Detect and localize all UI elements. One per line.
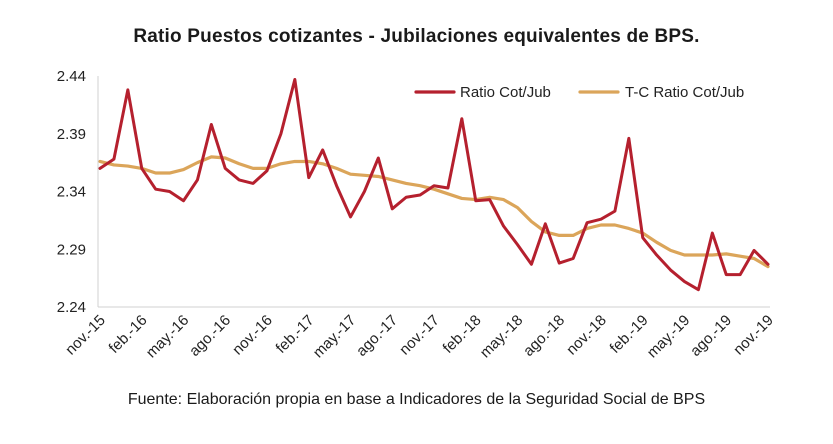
x-tick-label: may.-19 (644, 312, 694, 362)
y-tick-label: 2.44 (57, 68, 86, 85)
x-tick-label: ago.-16 (186, 312, 234, 360)
series-line-ratio-cot-jub (98, 77, 770, 292)
legend-label: T-C Ratio Cot/Jub (625, 84, 744, 101)
x-tick-label: nov.-16 (229, 312, 276, 359)
x-tick-label: ago.-17 (353, 312, 401, 360)
x-tick-label: may.-18 (477, 312, 527, 362)
y-tick-label: 2.24 (57, 299, 86, 316)
y-axis-ticks: 2.24 2.29 2.34 2.39 2.44 (57, 68, 86, 316)
chart-source: Fuente: Elaboración propia en base a Ind… (127, 391, 706, 408)
x-tick-label: may.-17 (310, 312, 360, 362)
legend: Ratio Cot/Jub T-C Ratio Cot/Jub (414, 84, 744, 101)
y-tick-label: 2.39 (57, 126, 86, 143)
chart-title: Ratio Puestos cotizantes - Jubilaciones … (133, 26, 700, 47)
x-tick-label: nov.-19 (730, 312, 777, 359)
x-tick-label: nov.-18 (563, 312, 610, 359)
legend-label: Ratio Cot/Jub (460, 84, 551, 101)
x-tick-label: may.-16 (143, 312, 193, 362)
series-layer (98, 77, 770, 292)
x-axis-ticks: nov.-15feb.-16may.-16ago.-16nov.-16feb.-… (62, 312, 777, 362)
x-tick-label: ago.-18 (520, 312, 568, 360)
x-tick-label: nov.-15 (62, 312, 109, 359)
x-tick-label: ago.-19 (687, 312, 735, 360)
y-tick-label: 2.29 (57, 241, 86, 258)
x-tick-label: nov.-17 (396, 312, 443, 359)
series-line-tc-ratio-cot-jub (98, 155, 770, 269)
y-tick-label: 2.34 (57, 184, 86, 201)
